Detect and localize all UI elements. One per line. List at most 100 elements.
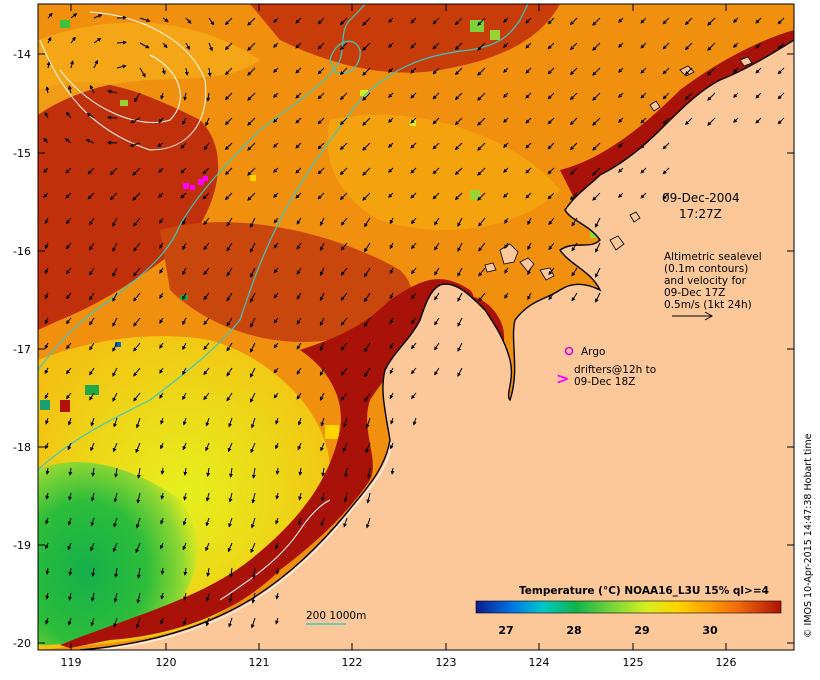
velocity-arrow xyxy=(503,117,509,123)
velocity-arrow xyxy=(298,467,303,476)
svg-text:(0.1m contours): (0.1m contours) xyxy=(664,263,748,275)
colorbar-tick-27: 27 xyxy=(498,624,513,637)
velocity-arrow xyxy=(207,67,212,77)
velocity-arrow xyxy=(569,192,578,201)
drifters-label-1: drifters@12h to xyxy=(574,364,656,376)
velocity-arrow xyxy=(504,292,509,299)
velocity-arrow xyxy=(454,117,463,126)
velocity-arrow xyxy=(777,92,785,100)
velocity-arrow xyxy=(273,292,279,299)
velocity-arrow xyxy=(297,417,302,426)
velocity-arrow xyxy=(159,367,164,374)
velocity-arrow xyxy=(297,442,302,451)
velocity-arrow xyxy=(136,467,141,479)
x-tick-label: 123 xyxy=(436,656,457,669)
velocity-arrow xyxy=(113,417,118,428)
x-tick-label: 122 xyxy=(342,656,363,669)
velocity-arrow xyxy=(89,242,95,251)
velocity-arrow xyxy=(226,217,233,227)
velocity-arrow xyxy=(662,142,670,150)
svg-text:and velocity for: and velocity for xyxy=(664,275,747,287)
velocity-arrow xyxy=(342,442,348,453)
velocity-arrow xyxy=(275,567,280,575)
velocity-arrow xyxy=(275,417,279,425)
velocity-arrow xyxy=(477,117,486,126)
velocity-arrow xyxy=(273,117,279,123)
velocity-arrow xyxy=(273,192,279,198)
velocity-arrow xyxy=(525,117,532,124)
velocity-arrow xyxy=(478,217,486,227)
velocity-arrow xyxy=(47,36,52,44)
velocity-arrow xyxy=(595,267,601,278)
velocity-arrow xyxy=(592,142,601,151)
velocity-arrow xyxy=(618,117,624,123)
velocity-arrow xyxy=(320,442,325,452)
velocity-arrow xyxy=(182,417,187,426)
velocity-arrow xyxy=(45,417,49,425)
velocity-arrow xyxy=(755,17,762,24)
velocity-arrow xyxy=(86,112,95,119)
velocity-arrow xyxy=(640,192,647,199)
velocity-arrow xyxy=(161,67,166,75)
velocity-arrow xyxy=(454,167,463,176)
velocity-arrow xyxy=(65,217,72,225)
velocity-arrow xyxy=(90,592,95,602)
velocity-arrow xyxy=(89,292,95,301)
velocity-arrow xyxy=(320,492,325,502)
velocity-arrow xyxy=(202,192,210,200)
velocity-arrow xyxy=(595,217,601,228)
land-mass xyxy=(80,40,794,650)
velocity-arrow xyxy=(275,517,279,525)
velocity-arrow xyxy=(684,17,693,26)
velocity-arrow xyxy=(65,192,72,199)
velocity-arrow xyxy=(389,217,394,225)
velocity-arrow xyxy=(755,117,762,124)
argo-marker-legend xyxy=(564,346,574,356)
velocity-arrow xyxy=(273,392,279,399)
velocity-arrow xyxy=(113,617,118,628)
velocity-arrow xyxy=(592,17,601,26)
velocity-arrow xyxy=(114,467,119,478)
velocity-arrow xyxy=(296,367,302,375)
y-tick-label: -18 xyxy=(13,441,31,454)
velocity-arrow xyxy=(320,517,325,527)
velocity-arrow xyxy=(45,592,50,600)
velocity-arrow xyxy=(250,242,256,253)
velocity-arrow xyxy=(206,467,211,477)
velocity-arrow xyxy=(640,117,647,124)
velocity-arrow xyxy=(321,467,326,477)
velocity-arrow xyxy=(777,117,785,125)
velocity-arrow xyxy=(45,617,49,625)
velocity-arrow xyxy=(224,142,233,151)
velocity-arrow xyxy=(182,542,187,551)
velocity-arrow xyxy=(339,42,348,51)
velocity-arrow xyxy=(87,192,95,200)
velocity-arrow xyxy=(65,242,72,250)
velocity-arrow xyxy=(362,17,371,26)
velocity-arrow xyxy=(226,317,233,327)
velocity-arrow xyxy=(208,42,213,52)
velocity-arrow xyxy=(206,92,211,102)
velocity-arrow xyxy=(224,192,233,201)
velocity-arrow xyxy=(68,492,73,501)
imos-credit: © IMOS 10-Apr-2015 14:47:38 Hobart time xyxy=(803,433,814,638)
velocity-arrow xyxy=(317,17,325,25)
velocity-arrow xyxy=(159,392,164,399)
velocity-arrow xyxy=(389,392,394,400)
velocity-arrow xyxy=(182,292,187,301)
coastline-white-edge xyxy=(95,442,393,650)
velocity-arrow xyxy=(434,242,440,251)
velocity-arrow xyxy=(454,92,463,101)
velocity-arrow xyxy=(85,139,95,144)
velocity-arrow xyxy=(295,167,302,174)
velocity-arrow xyxy=(317,167,325,175)
velocity-arrow xyxy=(45,542,49,550)
velocity-arrow xyxy=(340,292,348,301)
colorbar-tick-29: 29 xyxy=(634,624,649,637)
velocity-arrow xyxy=(116,40,127,45)
velocity-arrow xyxy=(90,517,95,527)
velocity-arrow xyxy=(707,67,716,76)
velocity-arrow xyxy=(182,317,187,326)
velocity-arrow xyxy=(547,67,555,75)
velocity-arrow xyxy=(296,292,302,300)
